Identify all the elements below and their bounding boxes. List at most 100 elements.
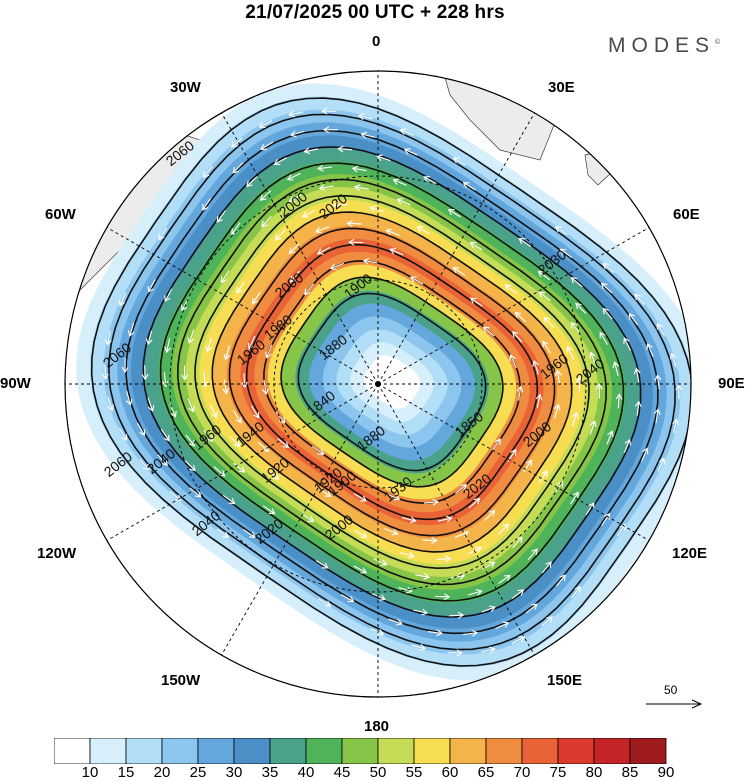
meridian-line bbox=[221, 112, 379, 385]
colorbar-label: 70 bbox=[513, 764, 531, 781]
colorbar-label: 90 bbox=[657, 764, 675, 781]
wind-arrow bbox=[516, 385, 524, 401]
wind-arrow bbox=[384, 528, 399, 536]
wind-arrow bbox=[570, 277, 583, 288]
wind-arrow bbox=[216, 210, 226, 223]
wind-arrow bbox=[386, 493, 401, 501]
colorbar-label: 75 bbox=[549, 764, 567, 781]
wind-arrow bbox=[202, 198, 212, 211]
wind-arrow bbox=[392, 178, 407, 186]
wind-arrow bbox=[481, 605, 496, 613]
contour-line bbox=[108, 113, 676, 651]
wind-arrow bbox=[454, 484, 468, 494]
wind-arrow bbox=[362, 257, 378, 265]
wind-arrow bbox=[360, 131, 376, 139]
wind-arrow bbox=[449, 611, 465, 619]
wind-arrow bbox=[205, 337, 213, 353]
wind-arrow bbox=[575, 376, 583, 392]
wind-arrow bbox=[467, 589, 483, 596]
wind-arrow bbox=[623, 337, 632, 351]
wind-arrow bbox=[357, 113, 373, 120]
wind-arrow bbox=[399, 128, 414, 136]
wind-arrow bbox=[512, 536, 523, 549]
wind-arrow bbox=[321, 107, 337, 115]
wind-arrow bbox=[353, 565, 368, 574]
contour-line bbox=[159, 162, 625, 602]
colorbar bbox=[54, 738, 667, 764]
wind-arrow bbox=[318, 184, 334, 192]
colorbar-label: 10 bbox=[81, 764, 99, 781]
wind-arrow bbox=[634, 293, 645, 306]
colorbar-label: 40 bbox=[297, 764, 315, 781]
colorbar-label: 15 bbox=[117, 764, 135, 781]
wind-arrow bbox=[353, 184, 369, 192]
graticule bbox=[65, 71, 691, 697]
wind-arrow bbox=[669, 352, 677, 368]
wind-arrow bbox=[262, 505, 276, 515]
wind-arrow bbox=[401, 516, 417, 524]
wind-arrow bbox=[104, 330, 112, 346]
lon-label-120e: 120E bbox=[672, 545, 708, 562]
colorbar-label: 85 bbox=[621, 764, 639, 781]
wind-arrow bbox=[246, 176, 258, 188]
brand-logo: MODES© bbox=[608, 34, 720, 58]
wind-arrow bbox=[385, 228, 400, 236]
wind-arrow bbox=[243, 528, 256, 538]
wind-arrow bbox=[538, 291, 551, 302]
wind-arrow bbox=[301, 513, 315, 523]
meridian-line bbox=[221, 383, 379, 656]
brand-name: MODES bbox=[608, 34, 716, 57]
wind-arrow bbox=[232, 162, 244, 174]
wind-arrow bbox=[646, 343, 654, 358]
wind-arrow bbox=[273, 157, 288, 166]
wind-arrow bbox=[220, 270, 230, 284]
wind-arrow bbox=[337, 145, 353, 153]
colorbar-swatch bbox=[413, 738, 451, 764]
wind-arrow bbox=[229, 435, 241, 448]
lon-label-0: 0 bbox=[372, 33, 381, 50]
colorbar-swatch bbox=[629, 738, 667, 764]
wind-arrow bbox=[595, 383, 603, 399]
wind-arrow bbox=[525, 603, 538, 614]
lon-label-180: 180 bbox=[364, 718, 390, 735]
wind-arrow bbox=[436, 555, 452, 563]
wind-arrow bbox=[511, 636, 526, 644]
wind-arrow bbox=[452, 157, 466, 166]
wind-arrow bbox=[462, 182, 476, 191]
wind-arrow bbox=[675, 384, 683, 400]
wind-arrow bbox=[216, 528, 230, 538]
colorbar-swatch bbox=[54, 738, 91, 764]
wind-arrow bbox=[185, 434, 196, 447]
map-boundary bbox=[64, 70, 692, 698]
wind-arrow bbox=[447, 649, 463, 657]
wind-arrow bbox=[139, 458, 150, 471]
colorbar-swatch bbox=[197, 738, 235, 764]
wind-arrow bbox=[411, 644, 427, 651]
wind-arrow bbox=[423, 498, 439, 506]
wind-arrow bbox=[469, 241, 483, 251]
wind-arrow bbox=[201, 372, 209, 388]
lon-label-60w: 60W bbox=[45, 206, 76, 223]
wind-arrow bbox=[606, 430, 614, 445]
wind-arrow bbox=[252, 291, 261, 305]
wind-arrow bbox=[450, 572, 466, 580]
wind-arrow bbox=[247, 335, 256, 350]
wind-arrow bbox=[654, 374, 662, 390]
wind-arrow bbox=[571, 411, 579, 427]
wind-arrow bbox=[413, 608, 429, 616]
colorbar-swatch bbox=[161, 738, 199, 764]
wind-arrow bbox=[423, 176, 437, 185]
brand-mark: © bbox=[715, 39, 721, 46]
colorbar-label: 55 bbox=[405, 764, 423, 781]
wind-arrow bbox=[101, 364, 109, 380]
contour-line bbox=[90, 97, 691, 667]
contour-line bbox=[297, 292, 487, 472]
wind-arrow bbox=[601, 512, 610, 526]
wind-arrow bbox=[346, 220, 362, 227]
meridian-line bbox=[377, 112, 535, 385]
colorbar-swatch bbox=[89, 738, 127, 764]
wind-arrow bbox=[570, 491, 579, 505]
colorbar-label: 35 bbox=[261, 764, 279, 781]
wind-arrow bbox=[164, 338, 171, 354]
